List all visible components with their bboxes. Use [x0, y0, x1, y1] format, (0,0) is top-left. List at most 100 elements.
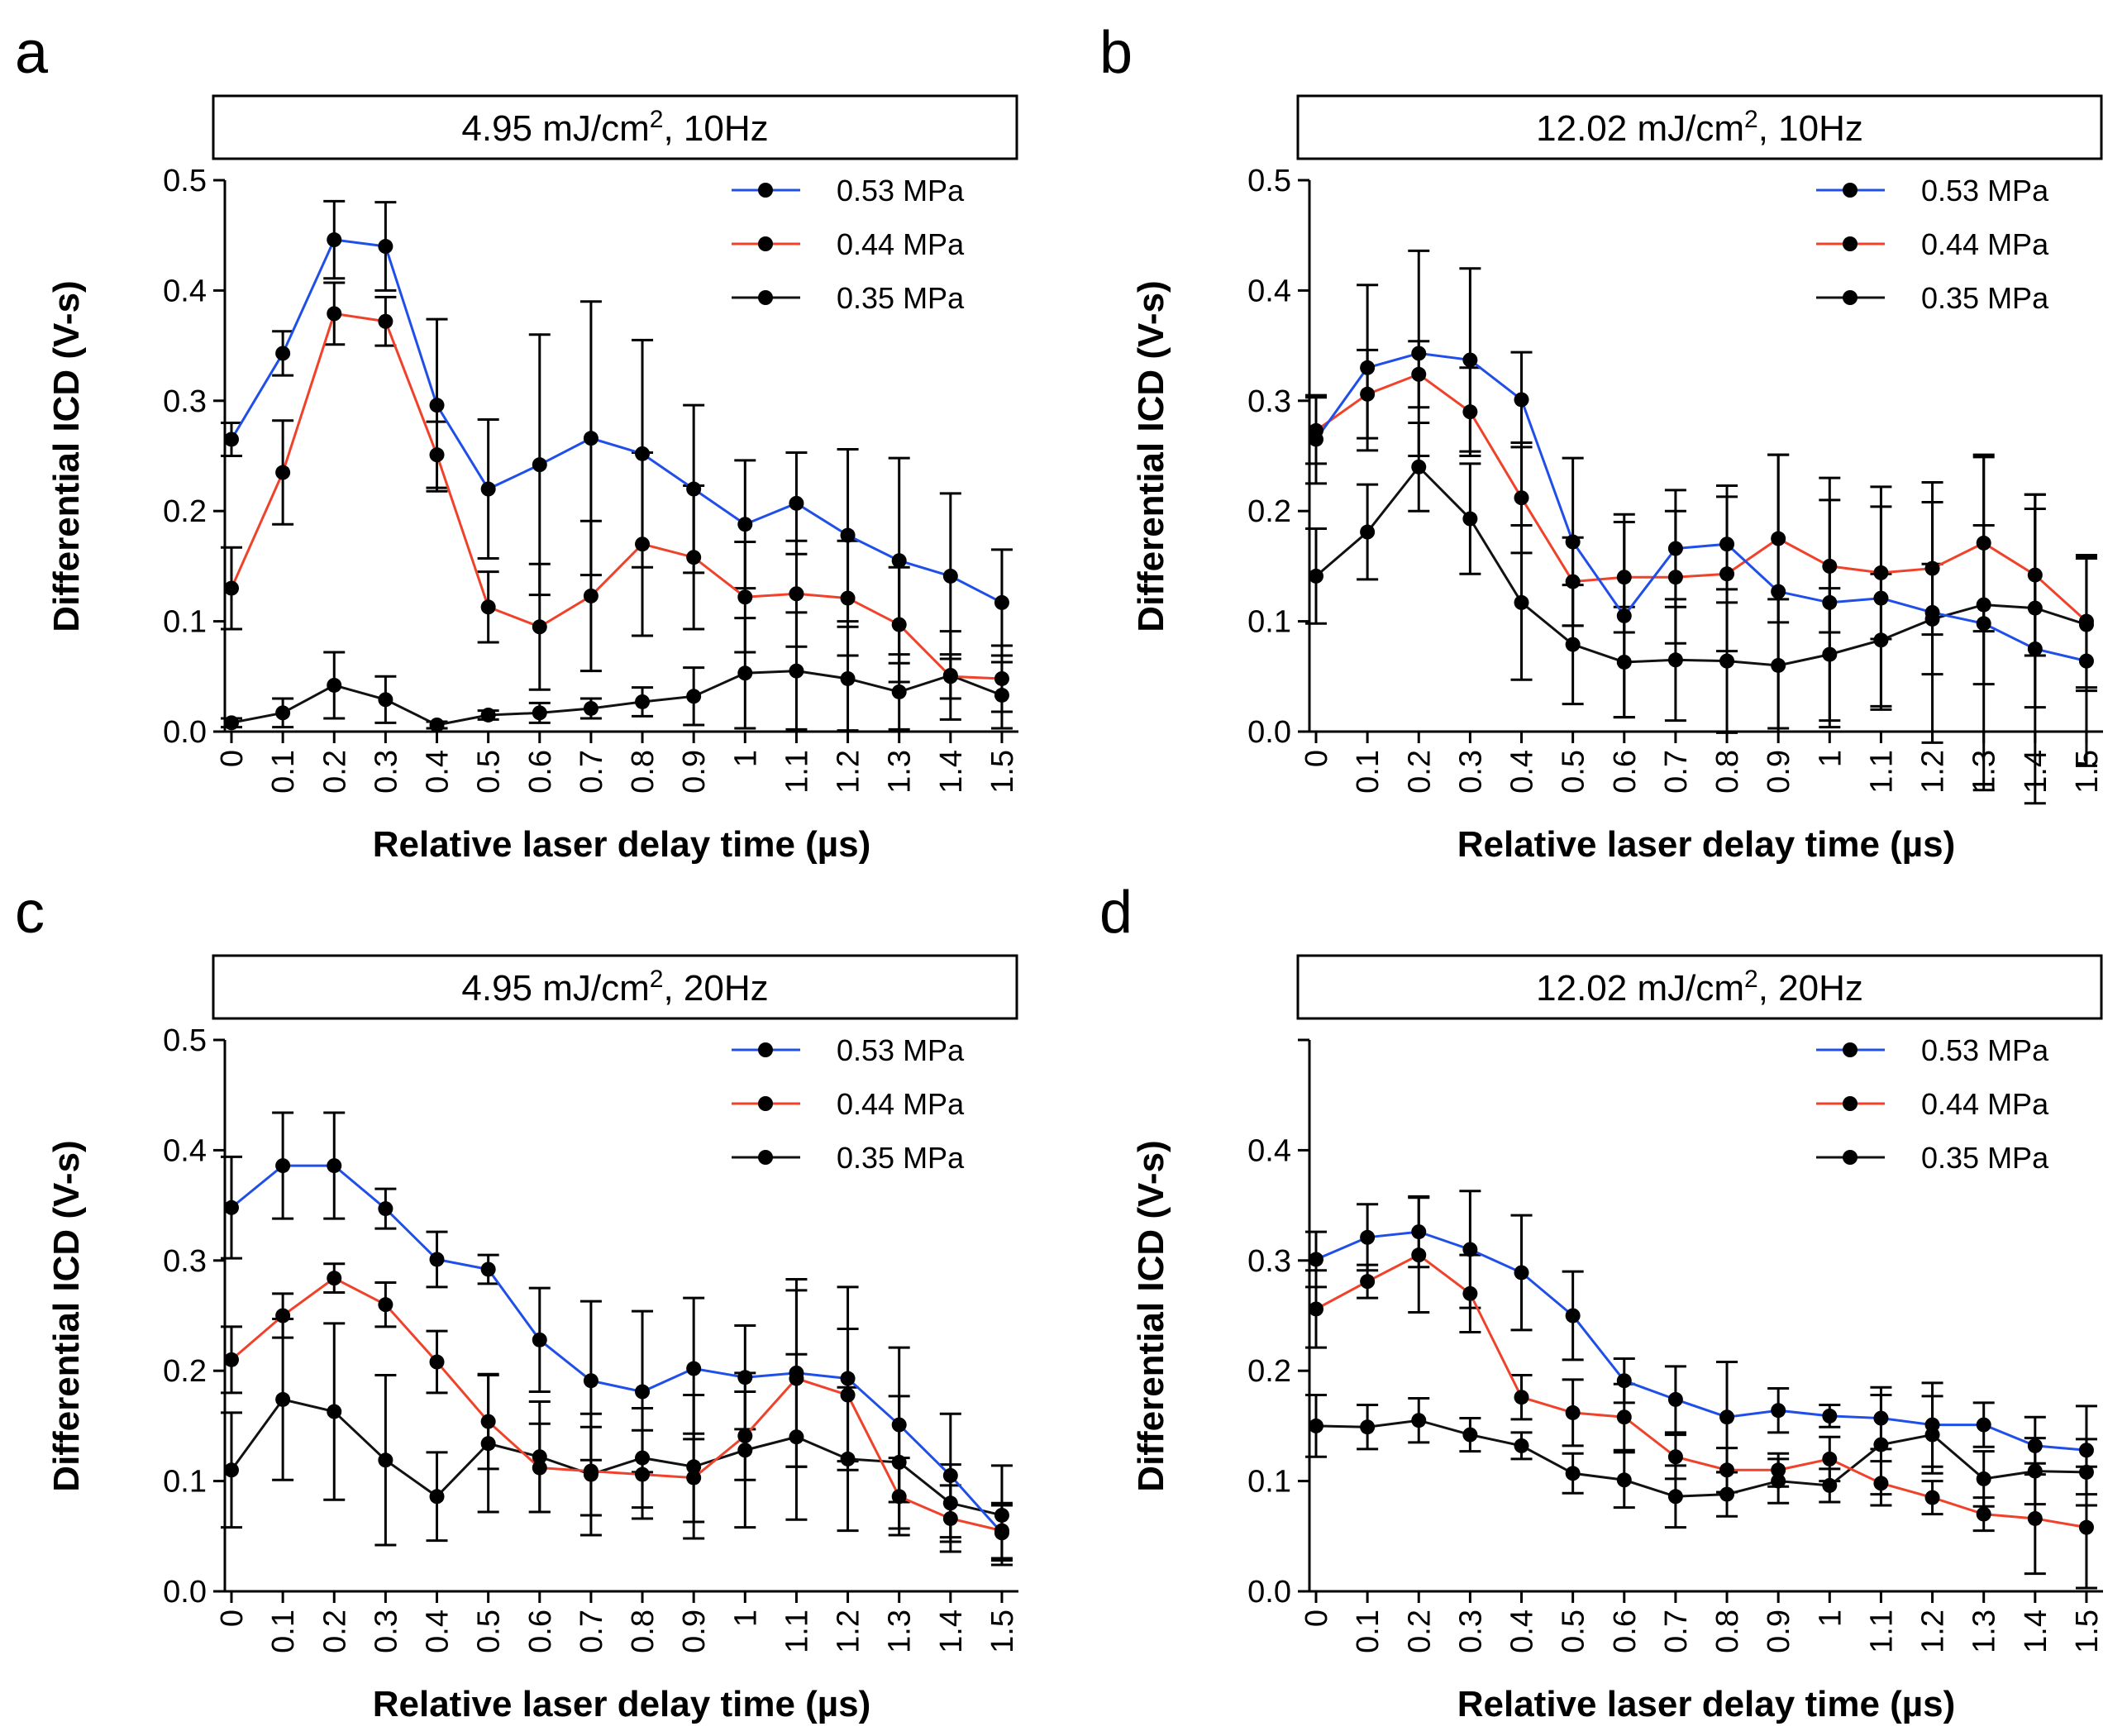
data-point [635, 446, 651, 461]
series-line-red [1315, 1253, 2087, 1529]
data-point [2027, 641, 2043, 656]
legend-label: 0.44 MPa [1921, 227, 2049, 261]
data-point [480, 1436, 496, 1452]
data-point [840, 1371, 856, 1386]
data-point [532, 705, 547, 721]
data-point [1667, 570, 1683, 585]
title-suffix: , 20Hz [663, 968, 768, 1009]
data-point [1719, 1462, 1735, 1478]
data-point [635, 1450, 651, 1466]
data-point [942, 1495, 958, 1511]
data-point [1411, 346, 1427, 361]
data-point [2078, 653, 2094, 669]
data-point [275, 1308, 291, 1323]
data-point [1462, 1242, 1478, 1257]
series-line-blue [230, 238, 1003, 604]
data-point [1514, 392, 1529, 408]
data-point [224, 1199, 239, 1215]
series-line-black [1315, 465, 2087, 667]
data-point [1667, 652, 1683, 668]
data-point [686, 481, 702, 497]
x-tick-label: 0.8 [626, 1610, 661, 1653]
series-line-blue [1315, 1230, 2087, 1452]
data-point [789, 495, 804, 511]
x-tick-label: 1.2 [832, 1610, 866, 1653]
data-point [1771, 1403, 1786, 1419]
data-point [1667, 1489, 1683, 1505]
x-tick-label: 1.2 [1916, 750, 1951, 794]
data-point [1309, 432, 1323, 447]
data-point [737, 1443, 753, 1458]
title-box [1296, 954, 2103, 1020]
data-point [327, 1404, 342, 1419]
x-axis-title: Relative laser delay time (µs) [1457, 1684, 1956, 1724]
x-tick-label: 0.7 [575, 750, 609, 794]
x-tick-label: 1.4 [934, 750, 969, 794]
data-point [1309, 1252, 1323, 1267]
data-point [1616, 654, 1632, 670]
series-black [221, 1318, 1013, 1567]
data-point [378, 692, 393, 708]
data-point [378, 1452, 393, 1468]
data-point [275, 705, 291, 721]
data-point [737, 589, 753, 605]
y-tick-label: 0.5 [163, 164, 207, 198]
data-point [1565, 1308, 1581, 1323]
x-tick-label: 1.4 [2019, 1610, 2053, 1653]
data-point [635, 537, 651, 552]
series-line-blue [231, 1164, 1004, 1534]
data-point [737, 517, 753, 532]
data-point [583, 431, 599, 446]
x-tick-label: 0.4 [421, 750, 455, 794]
x-tick-label: 1.1 [1864, 1610, 1899, 1653]
data-point [1360, 1419, 1376, 1435]
data-point [327, 1271, 342, 1286]
y-tick-label: 0.0 [163, 1575, 207, 1610]
title-box [212, 954, 1018, 1020]
data-point [480, 1261, 496, 1277]
data-point [942, 568, 958, 584]
data-point [994, 1507, 1009, 1523]
x-tick-label: 0.2 [317, 750, 352, 794]
data-point [891, 553, 907, 569]
chart-title: 4.95 mJ/cm2, 20Hz [461, 966, 768, 1009]
x-tick-label: 1 [1813, 1610, 1848, 1627]
legend-marker [758, 183, 773, 198]
data-point [532, 457, 547, 473]
legend-label: 0.53 MPa [1921, 1033, 2049, 1067]
title-main: 12.02 mJ/cm [1536, 968, 1744, 1009]
series-line-black [1315, 1419, 2086, 1498]
panel-letter: b [1099, 20, 1133, 86]
data-point [1719, 1486, 1735, 1502]
x-tick-label: 0.5 [472, 750, 507, 794]
data-point [1924, 604, 1940, 620]
y-axis-title: Differential ICD (V-s) [46, 1140, 87, 1491]
data-point [994, 1525, 1009, 1541]
data-point [1565, 1405, 1581, 1420]
x-tick-label: 1.2 [1916, 1610, 1951, 1653]
y-tick-label: 0.4 [163, 1133, 207, 1168]
data-point [583, 588, 599, 603]
data-point [1309, 1418, 1323, 1433]
x-tick-label: 1.5 [985, 1610, 1020, 1653]
data-point [840, 590, 856, 606]
data-point [994, 687, 1009, 703]
y-tick-label: 0.4 [163, 274, 207, 308]
series-red [221, 281, 1013, 713]
data-point [1309, 568, 1323, 584]
legend-label: 0.35 MPa [837, 281, 965, 315]
data-point [686, 1459, 702, 1475]
series-blue [1305, 249, 2097, 805]
x-tick-label: 0.6 [523, 750, 558, 794]
x-tick-label: 0.2 [1402, 1610, 1437, 1653]
data-point [686, 550, 702, 565]
x-tick-label: 1.3 [883, 750, 918, 794]
legend-marker [1843, 1042, 1858, 1057]
data-point [1616, 608, 1632, 623]
data-point [224, 432, 239, 447]
panel-d: d 12.02 mJ/cm2, 20Hz 0.0 0.1 0.2 0.3 0.4 0 0.1 0.… [1099, 880, 2105, 1724]
data-point [686, 1470, 702, 1486]
y-tick-label: 0.2 [1247, 1354, 1291, 1389]
x-tick-label: 0 [1300, 750, 1334, 767]
x-tick-label: 0.7 [1659, 750, 1694, 794]
